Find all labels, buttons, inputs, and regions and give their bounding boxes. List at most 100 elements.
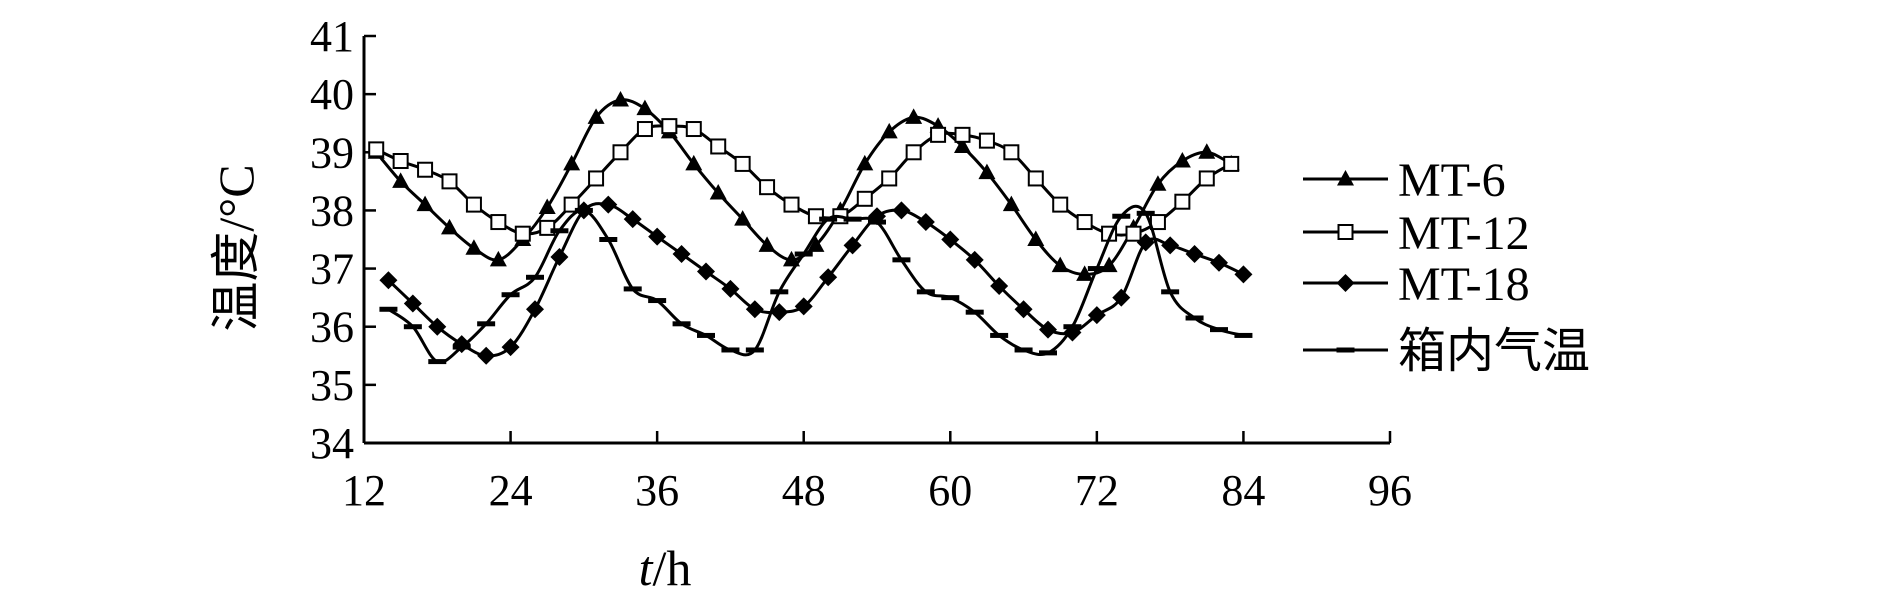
data-point: [379, 271, 398, 290]
data-point: [636, 99, 654, 116]
x-tick-label: 84: [1221, 466, 1265, 515]
data-point: [1002, 195, 1020, 212]
data-point: [941, 295, 960, 301]
x-tick-label: 60: [928, 466, 972, 515]
data-point: [1039, 350, 1057, 356]
data-point: [490, 214, 507, 231]
data-point: [954, 137, 971, 153]
data-point: [721, 279, 740, 298]
legend-marker: [1336, 347, 1355, 353]
data-point: [905, 144, 922, 161]
series-2: [368, 118, 1240, 242]
data-point: [1087, 266, 1106, 272]
data-point: [587, 108, 605, 124]
data-point: [990, 332, 1009, 338]
data-point: [501, 338, 520, 357]
data-point: [745, 300, 764, 319]
data-point: [770, 303, 789, 322]
series-3: [379, 195, 1253, 365]
data-point: [501, 292, 520, 298]
data-point: [550, 228, 569, 234]
data-point: [392, 172, 410, 188]
data-point: [623, 210, 642, 229]
data-point: [1198, 143, 1216, 159]
data-point: [1161, 289, 1180, 295]
data-point: [930, 126, 947, 143]
data-point: [1173, 152, 1191, 168]
axes: [362, 34, 1392, 445]
data-point: [417, 161, 434, 178]
data-point: [477, 321, 496, 327]
data-point: [1076, 265, 1094, 281]
series-layer: [367, 90, 1253, 365]
data-point: [783, 250, 800, 267]
data-point: [1234, 265, 1253, 284]
data-point: [538, 198, 556, 215]
data-point: [1014, 300, 1033, 319]
data-point: [697, 262, 715, 281]
data-point: [1112, 213, 1131, 219]
data-point: [868, 219, 886, 225]
x-tick-label: 12: [342, 466, 386, 515]
data-point: [441, 218, 458, 235]
data-point: [465, 196, 482, 213]
data-point: [403, 294, 422, 313]
data-point: [1027, 230, 1045, 246]
data-point: [514, 225, 531, 242]
data-point: [1198, 170, 1215, 187]
data-point: [759, 179, 776, 196]
data-point: [1149, 214, 1166, 231]
data-point: [843, 236, 862, 255]
data-point: [1125, 225, 1142, 242]
data-point: [636, 121, 653, 138]
data-point: [526, 274, 544, 280]
data-point: [758, 236, 776, 252]
y-tick-label: 39: [310, 128, 354, 177]
legend-marker: [1337, 170, 1354, 186]
data-point: [661, 118, 678, 135]
x-tick-label: 48: [782, 466, 826, 515]
legend-label: MT-12: [1398, 207, 1530, 260]
data-point: [697, 332, 715, 338]
data-point: [428, 359, 447, 365]
data-point: [612, 90, 629, 107]
y-tick-label: 35: [310, 361, 354, 410]
data-point: [734, 210, 752, 226]
data-point: [1051, 256, 1069, 273]
data-point: [1210, 253, 1228, 272]
data-point: [1210, 327, 1228, 333]
data-point: [770, 289, 789, 295]
x-tick-label: 96: [1368, 466, 1412, 515]
data-point: [452, 335, 471, 354]
y-tick-label: 36: [310, 303, 354, 352]
data-point: [916, 289, 935, 295]
data-point: [965, 309, 984, 315]
data-point: [465, 239, 483, 255]
data-point: [685, 154, 703, 171]
x-axis-title: t/h: [639, 540, 692, 596]
data-point: [648, 227, 667, 246]
data-point: [489, 250, 507, 267]
legend-item: 箱内气温: [1303, 325, 1590, 378]
data-point: [428, 317, 447, 336]
data-point: [819, 268, 838, 287]
data-point: [550, 247, 569, 266]
data-point: [672, 321, 691, 327]
data-point: [954, 126, 971, 143]
data-point: [403, 324, 422, 330]
data-point: [563, 154, 581, 171]
data-point: [1149, 175, 1167, 191]
data-point: [648, 298, 667, 304]
y-tick-label: 40: [310, 70, 354, 119]
x-tick-label: 36: [635, 466, 679, 515]
data-point: [978, 132, 995, 149]
data-point: [794, 251, 813, 257]
data-point: [807, 236, 825, 252]
data-point: [1174, 193, 1191, 210]
data-point: [856, 154, 874, 171]
y-tick-label: 41: [310, 12, 354, 61]
data-point: [612, 144, 629, 161]
data-point: [783, 196, 800, 213]
data-point: [599, 237, 618, 242]
